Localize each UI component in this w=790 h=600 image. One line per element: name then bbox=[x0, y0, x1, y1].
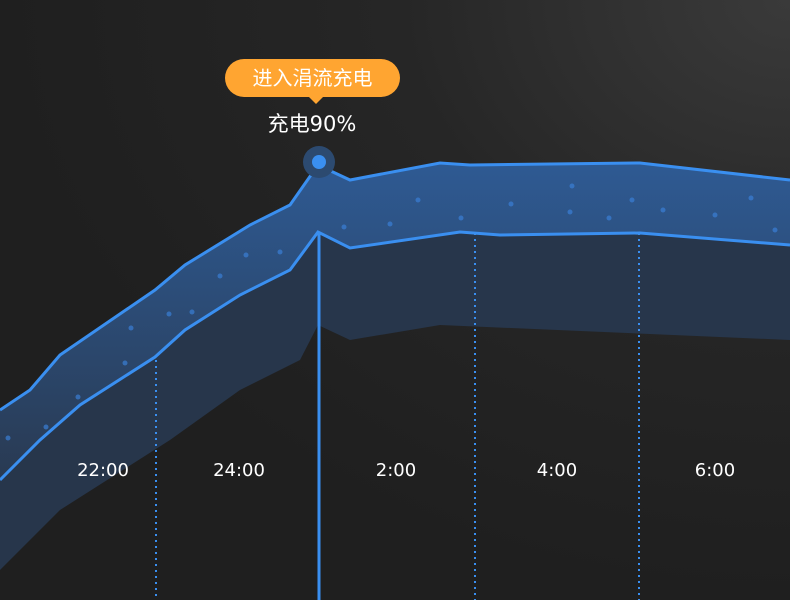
band-dots bbox=[5, 183, 778, 441]
x-tick-label: 24:00 bbox=[213, 460, 265, 481]
trickle-charge-tooltip: 进入涓流充电 bbox=[225, 59, 400, 104]
x-tick-label: 22:00 bbox=[77, 460, 129, 481]
charge-band bbox=[0, 163, 790, 480]
x-tick-label: 4:00 bbox=[536, 460, 578, 481]
charge-percent-label: 充电90% bbox=[267, 112, 357, 136]
lower-band bbox=[0, 232, 790, 570]
lower-line bbox=[0, 230, 790, 482]
marker-point[interactable] bbox=[312, 155, 326, 169]
upper-line bbox=[0, 161, 790, 412]
x-tick-label: 6:00 bbox=[694, 460, 736, 481]
x-tick-label: 2:00 bbox=[375, 460, 417, 481]
